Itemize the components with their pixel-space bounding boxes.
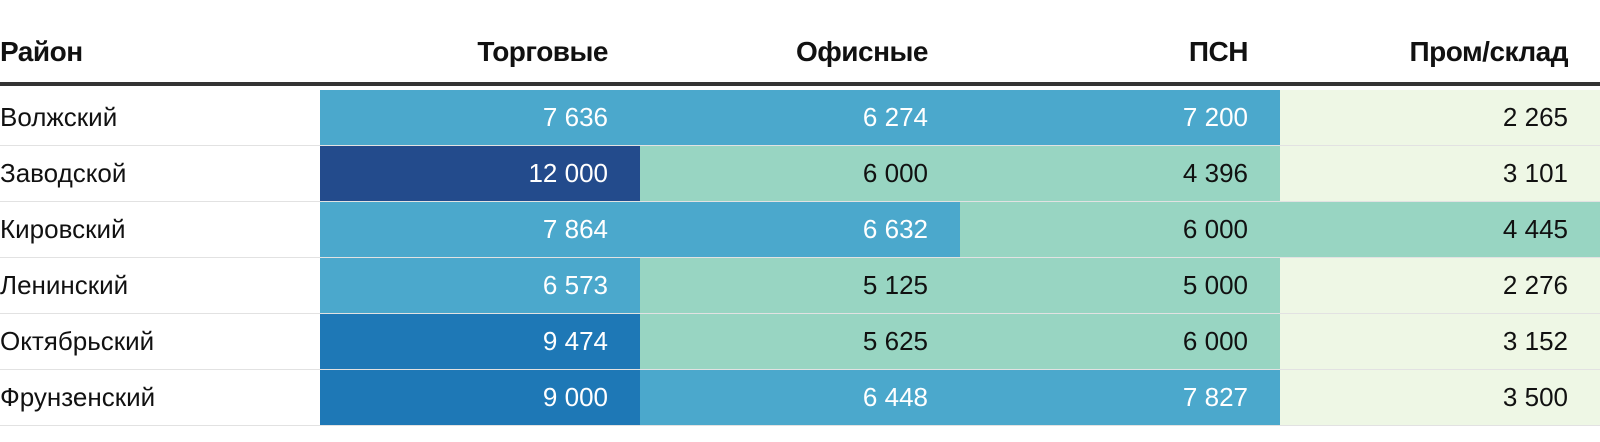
heatmap-cell: 6 573	[320, 258, 640, 313]
district-name: Волжский	[0, 102, 118, 132]
heatmap-cell: 6 000	[960, 314, 1280, 369]
heatmap-cell: 7 827	[960, 370, 1280, 425]
heatmap-cell: 7 636	[320, 90, 640, 145]
header-2: Офисные	[796, 36, 928, 67]
heatmap-cell: 5 625	[640, 314, 960, 369]
district-name: Ленинский	[0, 270, 129, 300]
heatmap-cell: 7 200	[960, 90, 1280, 145]
heatmap-cell: 3 500	[1280, 370, 1600, 425]
heatmap-cell: 3 101	[1280, 146, 1600, 201]
table-header: Район Торговые Офисные ПСН Пром/склад	[0, 0, 1600, 86]
heatmap-cell: 7 864	[320, 202, 640, 257]
header-1: Торговые	[477, 36, 608, 67]
table-row: Ленинский 6 573 5 125 5 000 2 276	[0, 258, 1600, 314]
header-3: ПСН	[1188, 36, 1249, 67]
heatmap-cell: 2 276	[1280, 258, 1600, 313]
header-4: Пром/склад	[1409, 36, 1568, 67]
heatmap-cell: 4 445	[1280, 202, 1600, 257]
table-row: Заводской 12 000 6 000 4 396 3 101	[0, 146, 1600, 202]
table-row: Октябрьский 9 474 5 625 6 000 3 152	[0, 314, 1600, 370]
heatmap-cell: 6 274	[640, 90, 960, 145]
header-district: Район	[0, 36, 83, 67]
heatmap-cell: 3 152	[1280, 314, 1600, 369]
district-name: Заводской	[0, 158, 127, 188]
table-row: Фрунзенский 9 000 6 448 7 827 3 500	[0, 370, 1600, 426]
heatmap-cell: 12 000	[320, 146, 640, 201]
heatmap-cell: 4 396	[960, 146, 1280, 201]
district-name: Октябрьский	[0, 326, 155, 356]
heatmap-cell: 5 125	[640, 258, 960, 313]
heatmap-cell: 9 474	[320, 314, 640, 369]
heatmap-cell: 5 000	[960, 258, 1280, 313]
heatmap-cell: 6 632	[640, 202, 960, 257]
heatmap-cell: 9 000	[320, 370, 640, 425]
heatmap-cell: 6 448	[640, 370, 960, 425]
district-name: Фрунзенский	[0, 382, 156, 412]
heatmap-cell: 2 265	[1280, 90, 1600, 145]
heatmap-cell: 6 000	[960, 202, 1280, 257]
table-row: Волжский 7 636 6 274 7 200 2 265	[0, 90, 1600, 146]
district-name: Кировский	[0, 214, 126, 244]
table-row: Кировский 7 864 6 632 6 000 4 445	[0, 202, 1600, 258]
heatmap-cell: 6 000	[640, 146, 960, 201]
